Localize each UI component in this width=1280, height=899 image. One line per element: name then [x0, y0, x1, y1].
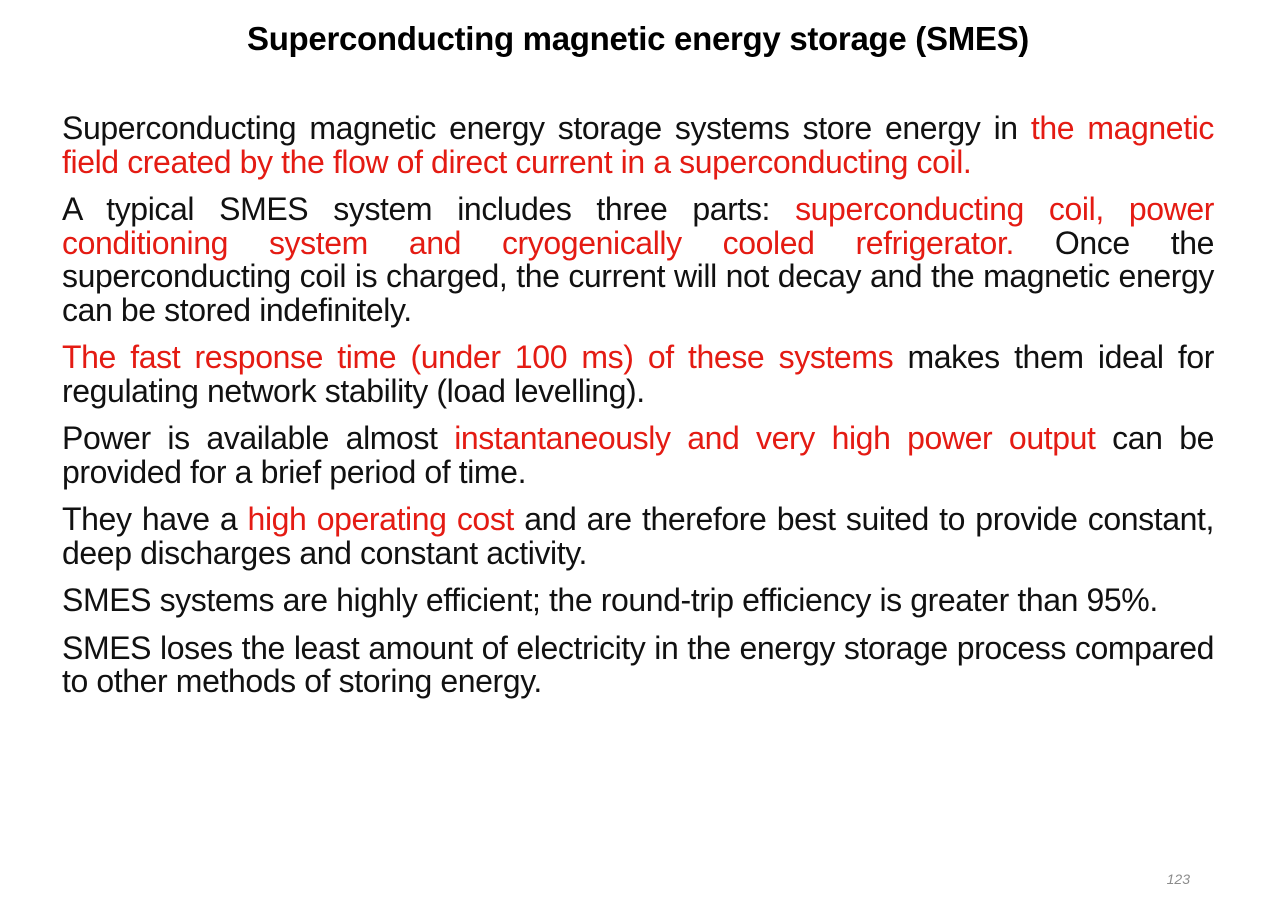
paragraph-text: Superconducting magnetic energy storage … [62, 110, 1031, 146]
paragraph-text: makes them ideal for regulating network … [62, 339, 1214, 409]
slide-title: Superconducting magnetic energy storage … [246, 20, 1029, 57]
highlighted-text: high operating cost [247, 501, 515, 537]
paragraph-definition: Superconducting magnetic energy storage … [62, 110, 1215, 180]
paragraph-text: A typical SMES system includes three par… [62, 191, 796, 227]
paragraph-text: Power is available almost [62, 420, 455, 456]
paragraph-text: They have a [62, 501, 248, 537]
highlighted-text: instantaneously and very high power outp… [454, 420, 1096, 456]
paragraph-system-parts: A typical SMES system includes three par… [62, 191, 1215, 328]
paragraph-text: Once the superconducting coil is charged… [62, 224, 1214, 328]
paragraph-power-availability: Power is available almost instantaneousl… [62, 420, 1214, 490]
highlighted-text: superconducting coil, power conditioning… [62, 191, 1215, 261]
paragraph-text: SMES loses the least amount of electrici… [62, 629, 1214, 699]
paragraph-energy-loss: SMES loses the least amount of electrici… [62, 629, 1214, 699]
highlighted-text: the magnetic field created by the flow o… [62, 110, 1215, 180]
paragraph-response-time: The fast response time (under 100 ms) of… [62, 339, 1214, 409]
page-number: 123 [1166, 871, 1190, 887]
paragraph-text: SMES systems are highly efficient; the r… [62, 582, 1158, 618]
paragraph-text: and are therefore best suited to provide… [62, 501, 1214, 571]
slide-body: Superconducting magnetic energy storage … [62, 110, 1215, 713]
paragraph-efficiency: SMES systems are highly efficient; the r… [62, 582, 1214, 618]
highlighted-text: The fast response time (under 100 ms) of… [62, 339, 894, 375]
paragraph-operating-cost: They have a high operating cost and are … [62, 501, 1214, 571]
paragraph-text: can be provided for a brief period of ti… [62, 420, 1214, 490]
